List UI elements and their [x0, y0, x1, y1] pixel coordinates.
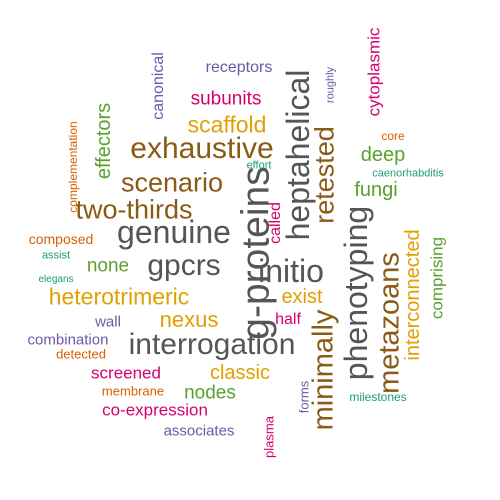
word-gpcrs: gpcrs — [147, 249, 221, 282]
word-half: half — [275, 311, 301, 328]
word-membrane: membrane — [101, 383, 165, 399]
word-genuine: genuine — [117, 214, 231, 250]
word-classic: classic — [209, 362, 271, 384]
word-fungi: fungi — [354, 179, 398, 201]
word-nodes: nodes — [184, 382, 236, 404]
word-phenotyping: phenotyping — [338, 205, 374, 381]
word-two-thirds: two-thirds — [75, 194, 193, 225]
word-comprising: comprising — [427, 236, 447, 320]
word-complementation: complementation — [66, 121, 80, 213]
word-detected: detected — [56, 346, 106, 362]
word-associates: associates — [163, 422, 235, 440]
word-called: called — [267, 202, 284, 244]
word-exhaustive: exhaustive — [130, 132, 274, 165]
word-scenario: scenario — [120, 167, 224, 198]
word-scaffold: scaffold — [187, 111, 267, 138]
word-receptors: receptors — [205, 59, 273, 76]
word-wall: wall — [95, 313, 121, 331]
word-milestones: milestones — [349, 390, 407, 404]
word-effort: effort — [246, 159, 272, 172]
word-retested: retested — [309, 126, 340, 224]
word-cytoplasmic: cytoplasmic — [364, 27, 384, 117]
word-effectors: effectors — [93, 102, 115, 180]
word-heterotrimeric: heterotrimeric — [48, 283, 190, 310]
word-screened: screened — [91, 363, 161, 383]
word-forms: forms — [296, 380, 312, 414]
word-none: none — [86, 255, 130, 277]
word-elegans: elegans — [38, 274, 74, 285]
word-initio: initio — [258, 253, 324, 289]
word-co-expression: co-expression — [102, 400, 208, 420]
word-nexus: nexus — [159, 307, 219, 332]
word-caenorhabditis: caenorhabditis — [372, 167, 444, 180]
word-exist: exist — [281, 286, 323, 308]
word-metazoans: metazoans — [373, 252, 406, 394]
word-interrogation: interrogation — [128, 328, 296, 361]
word-deep: deep — [360, 144, 406, 166]
word-minimally: minimally — [307, 309, 340, 431]
word-canonical: canonical — [150, 52, 167, 120]
word-subunits: subunits — [190, 88, 262, 110]
word-core: core — [381, 129, 405, 143]
word-assist: assist — [41, 249, 71, 262]
word-composed: composed — [28, 231, 94, 247]
word-interconnected: interconnected — [402, 229, 424, 361]
word-combination: combination — [27, 331, 109, 349]
word-plasma: plasma — [261, 416, 277, 458]
word-roughly: roughly — [324, 66, 337, 104]
